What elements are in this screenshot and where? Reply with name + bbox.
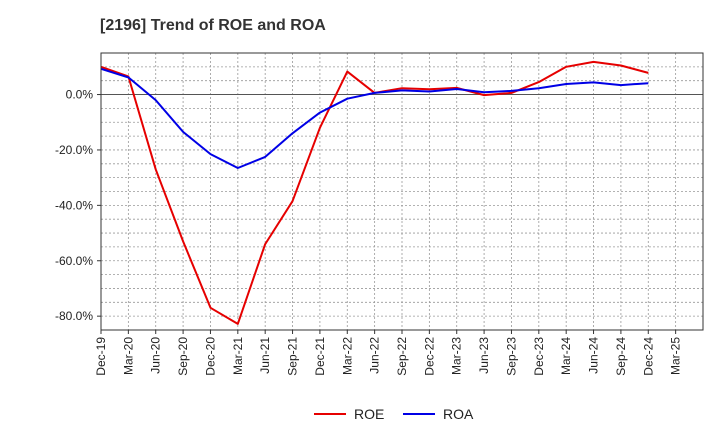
- legend-label-roa: ROA: [443, 406, 474, 422]
- x-tick-label: Dec-19: [94, 337, 108, 376]
- x-tick-label: Dec-24: [641, 337, 655, 376]
- y-tick-label: -40.0%: [55, 198, 93, 212]
- series-line-roa: [100, 67, 649, 169]
- x-tick-label: Mar-25: [669, 337, 683, 375]
- chart-title: [2196] Trend of ROE and ROA: [100, 17, 326, 34]
- x-tick-label: Sep-21: [286, 337, 300, 376]
- x-tick-label: Sep-23: [504, 337, 518, 376]
- x-tick-label: Mar-24: [559, 337, 573, 375]
- x-tick-label: Dec-21: [313, 337, 327, 376]
- x-tick-label: Jun-24: [587, 337, 601, 374]
- y-axis: 0.0% -20.0% -40.0% -60.0% -80.0%: [55, 88, 101, 323]
- y-tick-label: -80.0%: [55, 309, 93, 323]
- grid: [101, 53, 703, 330]
- x-tick-label: Jun-22: [368, 337, 382, 374]
- x-tick-label: Jun-20: [149, 337, 163, 374]
- x-tick-label: Dec-23: [532, 337, 546, 376]
- x-tick-label: Jun-21: [258, 337, 272, 374]
- x-tick-label: Dec-20: [203, 337, 217, 376]
- legend-label-roe: ROE: [354, 406, 384, 422]
- x-tick-label: Sep-20: [176, 337, 190, 376]
- x-tick-label: Dec-22: [422, 337, 436, 376]
- x-tick-label: Jun-23: [477, 337, 491, 374]
- x-tick-label: Mar-22: [340, 337, 354, 375]
- x-tick-label: Mar-23: [450, 337, 464, 375]
- y-tick-label: 0.0%: [66, 88, 94, 102]
- legend: ROE ROA: [314, 406, 474, 422]
- y-tick-label: -60.0%: [55, 254, 93, 268]
- y-tick-label: -20.0%: [55, 143, 93, 157]
- x-tick-label: Mar-21: [231, 337, 245, 375]
- x-tick-label: Sep-22: [395, 337, 409, 376]
- x-tick-label: Sep-24: [614, 337, 628, 376]
- x-tick-label: Mar-20: [121, 337, 135, 375]
- x-axis: Dec-19 Mar-20 Jun-20 Sep-20 Dec-20 Mar-21 Jun-…: [94, 330, 683, 376]
- series-layer: [100, 60, 649, 325]
